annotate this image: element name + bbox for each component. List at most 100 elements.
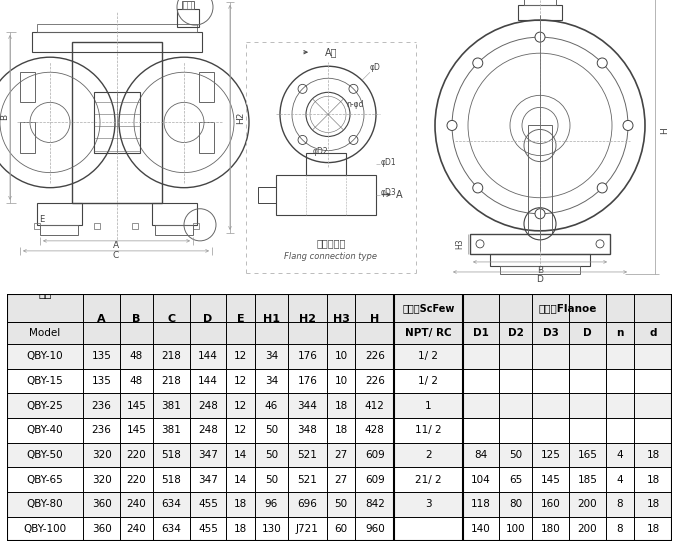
Bar (153, 344, 190, 369)
Circle shape (596, 240, 604, 248)
Bar (40, 225, 78, 235)
Text: 518: 518 (162, 475, 181, 485)
Bar (569, 344, 606, 369)
Bar (226, 467, 255, 492)
Bar (177, 9, 199, 27)
Bar (153, 393, 190, 418)
Text: 18: 18 (234, 524, 247, 534)
Bar (462, 443, 499, 467)
Bar (72, 42, 162, 203)
Circle shape (598, 183, 607, 193)
Text: H2: H2 (236, 111, 245, 123)
Bar (32, 32, 202, 52)
Bar (499, 467, 532, 492)
Bar (255, 492, 288, 517)
Text: 176: 176 (297, 376, 317, 386)
Text: J721: J721 (296, 524, 319, 534)
Text: φD2: φD2 (312, 146, 328, 156)
Text: B: B (537, 266, 543, 275)
Text: 100: 100 (506, 524, 526, 534)
Text: 80: 80 (509, 499, 522, 509)
Bar (226, 418, 255, 443)
Bar (327, 418, 355, 443)
Text: QBY-10: QBY-10 (26, 351, 63, 361)
Bar (606, 443, 634, 467)
Text: 344: 344 (297, 401, 317, 411)
Bar (189, 294, 226, 344)
Text: 248: 248 (198, 425, 218, 435)
Text: 34: 34 (265, 351, 278, 361)
Text: 696: 696 (297, 499, 317, 509)
Circle shape (535, 32, 545, 42)
Bar (120, 443, 153, 467)
Bar (7, 393, 84, 418)
Bar (120, 418, 153, 443)
Bar (355, 492, 394, 517)
Text: 10: 10 (335, 376, 348, 386)
Bar (189, 393, 226, 418)
Text: QBY-80: QBY-80 (26, 499, 63, 509)
Bar (462, 492, 499, 517)
Bar (327, 294, 355, 344)
Circle shape (535, 209, 545, 219)
Text: 11/ 2: 11/ 2 (415, 425, 442, 435)
Bar (120, 344, 153, 369)
Text: 14: 14 (234, 475, 247, 485)
Bar (84, 294, 120, 344)
Bar (569, 393, 606, 418)
Text: 200: 200 (578, 499, 598, 509)
Circle shape (623, 120, 633, 131)
Text: 145: 145 (541, 475, 561, 485)
Text: 348: 348 (297, 425, 317, 435)
Text: 27: 27 (335, 450, 348, 460)
Bar (355, 443, 394, 467)
Text: D: D (583, 328, 591, 338)
Bar (153, 492, 190, 517)
Bar (327, 492, 355, 517)
Text: D2: D2 (508, 328, 524, 338)
Bar (327, 517, 355, 541)
Text: 104: 104 (471, 475, 491, 485)
Bar (226, 344, 255, 369)
Text: 220: 220 (127, 475, 147, 485)
Text: 220: 220 (127, 450, 147, 460)
Text: B: B (1, 114, 10, 120)
Bar (189, 344, 226, 369)
Bar (7, 344, 84, 369)
Bar (84, 418, 120, 443)
Bar (499, 322, 532, 344)
Text: E: E (237, 314, 244, 324)
Bar (120, 369, 153, 393)
Bar (255, 369, 288, 393)
Text: 96: 96 (265, 499, 278, 509)
Bar (288, 517, 327, 541)
Bar (327, 369, 355, 393)
Text: 135: 135 (92, 351, 111, 361)
Bar (499, 369, 532, 393)
Text: 8: 8 (617, 499, 623, 509)
Text: H: H (660, 127, 669, 134)
Bar (153, 443, 190, 467)
Bar (120, 467, 153, 492)
Text: 320: 320 (92, 450, 111, 460)
Text: 12: 12 (234, 351, 247, 361)
Bar (189, 467, 226, 492)
Bar (153, 418, 190, 443)
Circle shape (476, 240, 484, 248)
Text: 1/ 2: 1/ 2 (418, 376, 439, 386)
Bar (569, 467, 606, 492)
Bar (606, 393, 634, 418)
Text: d: d (649, 328, 657, 338)
Bar (153, 294, 190, 344)
Bar (606, 322, 634, 344)
Text: 21/ 2: 21/ 2 (415, 475, 442, 485)
Text: 10: 10 (335, 351, 348, 361)
Text: QBY-40: QBY-40 (26, 425, 63, 435)
Bar (634, 443, 672, 467)
Text: 381: 381 (162, 425, 181, 435)
Text: 50: 50 (265, 450, 278, 460)
Text: 842: 842 (365, 499, 385, 509)
Bar (226, 369, 255, 393)
Bar (634, 322, 672, 344)
Circle shape (473, 58, 483, 68)
